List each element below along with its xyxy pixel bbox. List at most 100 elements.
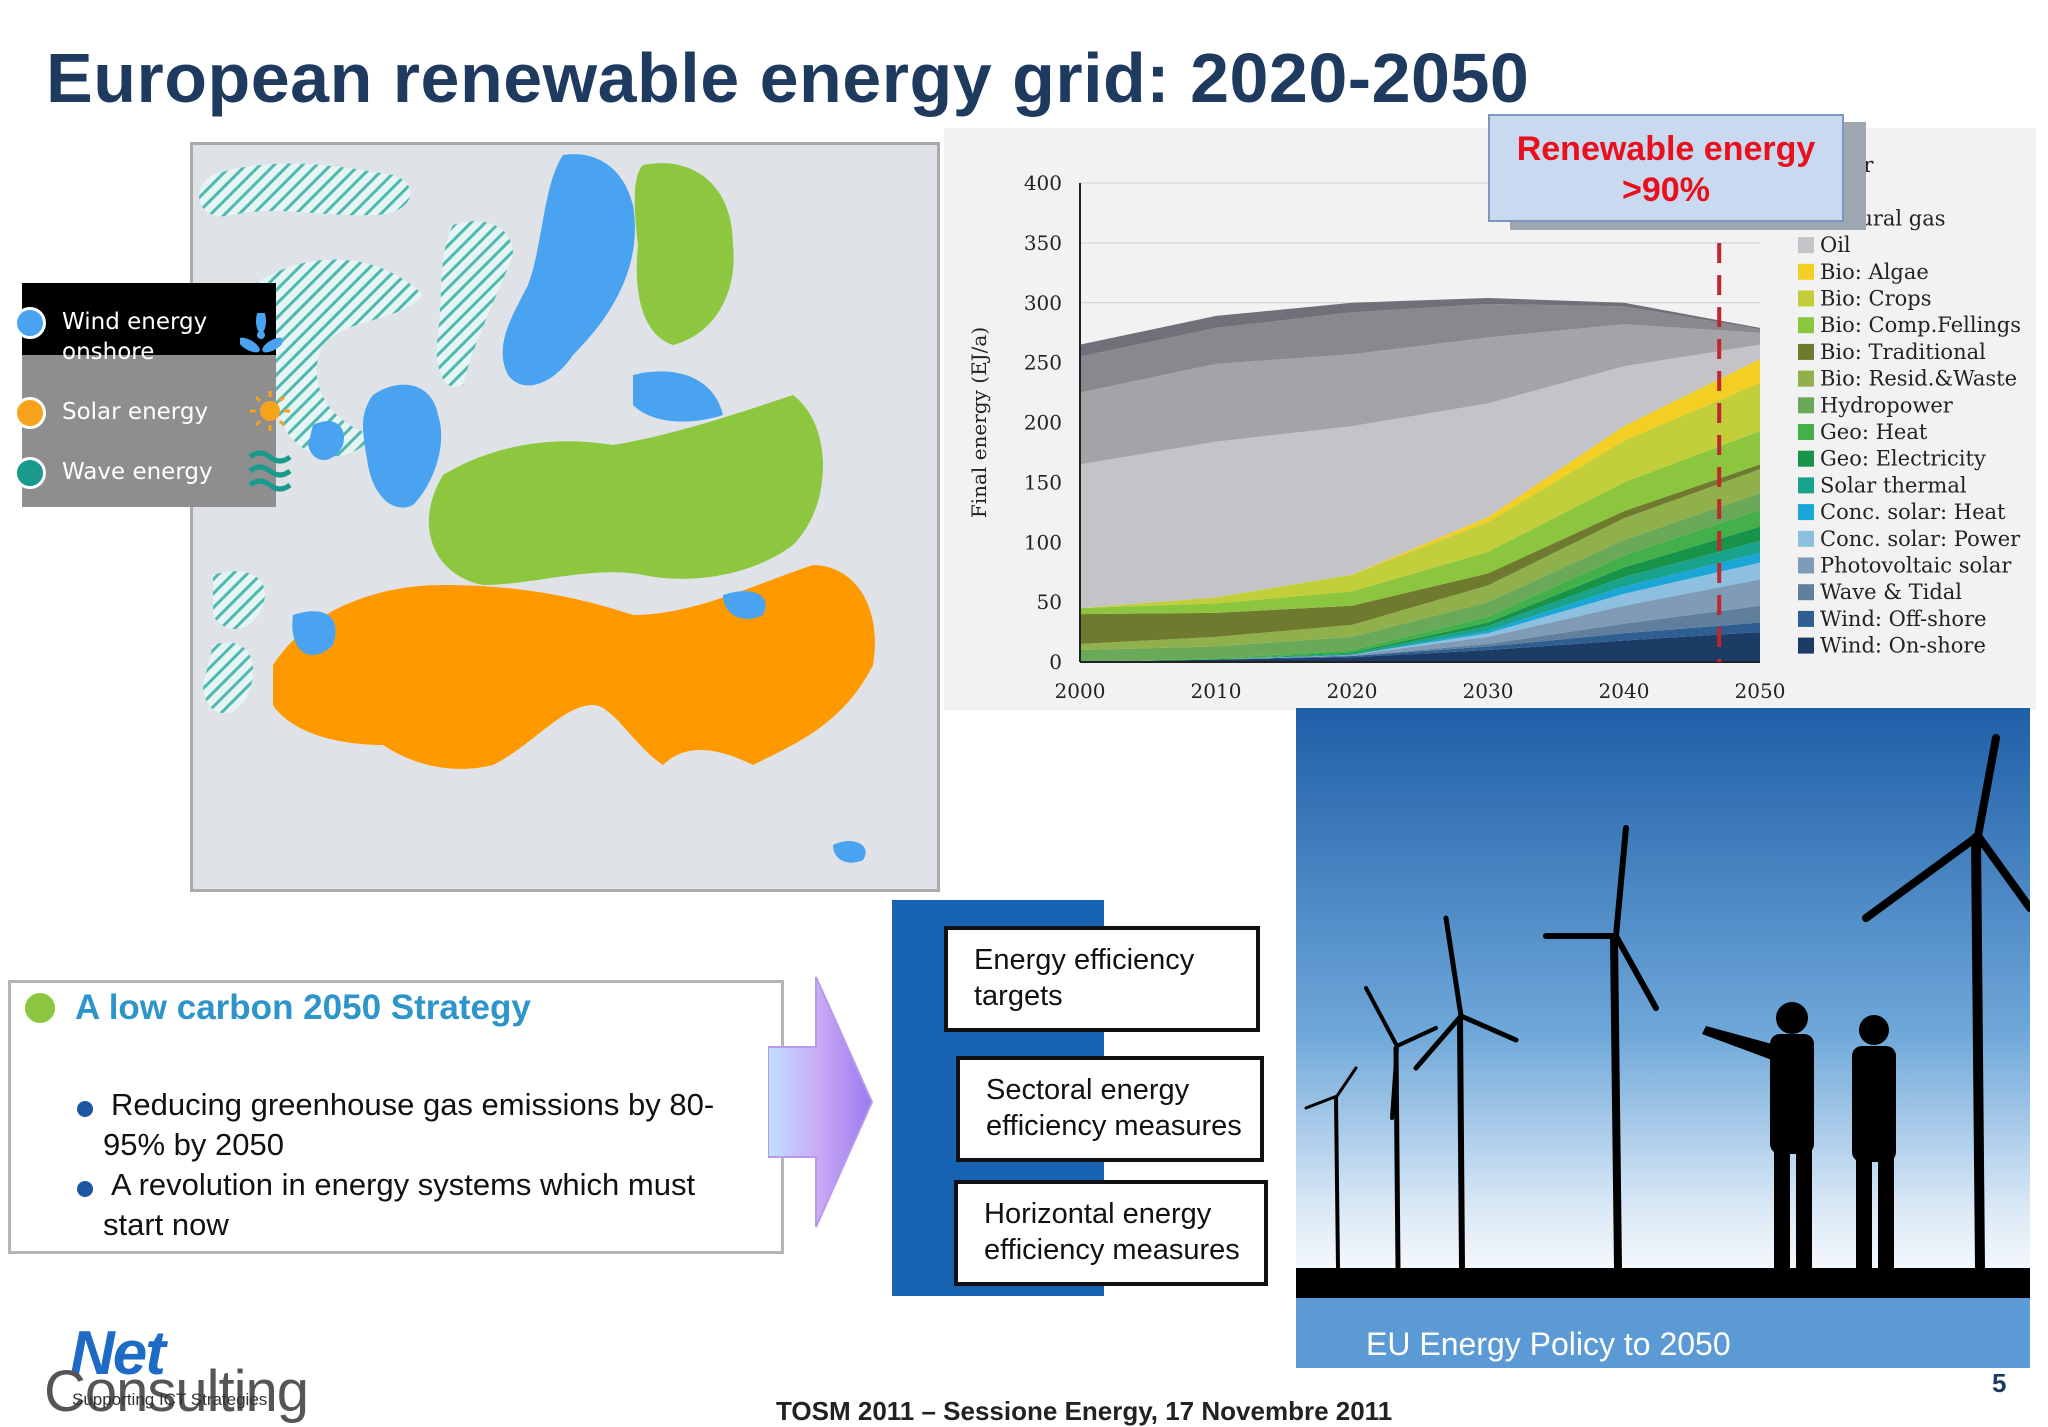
y-tick-label: 200 bbox=[1024, 411, 1062, 435]
legend-swatch bbox=[1798, 504, 1814, 521]
callout-line2: >90% bbox=[1622, 171, 1710, 209]
legend-swatch bbox=[1798, 397, 1814, 414]
y-axis-label: Final energy (EJ/a) bbox=[967, 327, 991, 518]
series-area bbox=[1080, 297, 1760, 357]
central-europe bbox=[428, 395, 823, 585]
legend-swatch bbox=[1798, 584, 1814, 601]
map-legend: Wind energy onshore Solar energy Wave ene… bbox=[14, 283, 292, 507]
x-tick-label: 2020 bbox=[1327, 679, 1378, 703]
legend-label: Bio: Algae bbox=[1820, 260, 1929, 284]
legend-solar-label: Solar energy bbox=[62, 399, 209, 425]
legend-label: Conc. solar: Heat bbox=[1820, 500, 2006, 524]
legend-swatch bbox=[1798, 317, 1814, 334]
callout-line1: Renewable energy bbox=[1516, 130, 1816, 168]
southern-europe-solar bbox=[273, 565, 875, 769]
solar-legend-dot bbox=[14, 397, 46, 429]
y-tick-label: 400 bbox=[1024, 171, 1062, 195]
legend-swatch bbox=[1798, 237, 1814, 254]
legend-label: Wind: Off-shore bbox=[1820, 607, 1987, 631]
legend-label: Geo: Electricity bbox=[1820, 447, 1986, 471]
baltic-wind bbox=[633, 371, 723, 422]
legend-wind-label: Wind energy onshore bbox=[62, 309, 208, 365]
uk-wind bbox=[363, 384, 442, 508]
bullet2-line1: A revolution in energy systems which mus… bbox=[111, 1167, 696, 1202]
y-tick-label: 150 bbox=[1024, 470, 1062, 494]
wave-area bbox=[436, 221, 513, 387]
measure-text: Energy efficiency targets bbox=[974, 944, 1195, 1012]
legend-swatch bbox=[1798, 637, 1814, 654]
europe-energy-map bbox=[190, 142, 940, 892]
legend-wave-label: Wave energy bbox=[62, 459, 213, 485]
series-area bbox=[1080, 382, 1760, 609]
measure-box: Horizontal energy efficiency measures bbox=[954, 1180, 1268, 1286]
photo-caption-bar bbox=[1296, 1298, 2030, 1368]
measure-text: Sectoral energy efficiency measures bbox=[986, 1074, 1242, 1142]
legend-swatch bbox=[1798, 424, 1814, 440]
balkan-wind bbox=[723, 591, 766, 619]
series-area bbox=[1080, 579, 1760, 662]
photo-caption: EU Energy Policy to 2050 bbox=[1366, 1326, 1731, 1362]
wind-turbine-icon bbox=[240, 313, 282, 353]
y-tick-label: 350 bbox=[1024, 231, 1062, 255]
page-number: 5 bbox=[1992, 1368, 2007, 1398]
legend-swatch bbox=[1798, 290, 1814, 307]
series-area bbox=[1080, 344, 1760, 609]
x-tick-label: 2010 bbox=[1191, 679, 1242, 703]
y-tick-label: 300 bbox=[1024, 291, 1062, 315]
legend-swatch bbox=[1798, 557, 1814, 574]
wind-farm-silhouette bbox=[1296, 708, 2030, 1300]
series-area bbox=[1080, 464, 1760, 645]
footer-text: TOSM 2011 – Sessione Energy, 17 Novembre… bbox=[776, 1396, 1393, 1426]
scandinavia-wind bbox=[502, 154, 635, 386]
energy-chart: 0 50 100 150 200 250 300 350 400 2000 2010 2020 2030… bbox=[944, 128, 2036, 710]
legend-wind-row bbox=[22, 283, 276, 355]
legend-label: Conc. solar: Power bbox=[1820, 527, 2021, 551]
strategy-title: A low carbon 2050 Strategy bbox=[75, 988, 531, 1027]
logo-tagline: Supporting ICT Strategies bbox=[72, 1390, 268, 1409]
bullet1-line1: Reducing greenhouse gas emissions by 80- bbox=[111, 1087, 715, 1122]
wave-area bbox=[203, 642, 254, 714]
map-illustration bbox=[193, 145, 937, 889]
wave-area bbox=[199, 163, 411, 217]
legend-swatch bbox=[1798, 370, 1814, 387]
legend-label: Bio: Resid.&Waste bbox=[1820, 367, 2017, 391]
legend-label: Wave & Tidal bbox=[1820, 580, 1962, 604]
x-tick-label: 2050 bbox=[1735, 679, 1786, 703]
legend-label: Bio: Traditional bbox=[1820, 340, 1986, 364]
legend-swatch bbox=[1798, 450, 1814, 467]
spain-wind bbox=[292, 611, 336, 655]
bullet2-line2: start now bbox=[103, 1207, 229, 1242]
y-tick-label: 250 bbox=[1024, 351, 1062, 375]
series-area bbox=[1080, 430, 1760, 615]
wind-farm-photo: EU Energy Policy to 2050 bbox=[1296, 708, 2030, 1368]
wind-legend-dot bbox=[14, 307, 46, 339]
x-tick-label: 2030 bbox=[1463, 679, 1514, 703]
legend-label: Wind: On-shore bbox=[1820, 634, 1986, 658]
y-tick-label: 50 bbox=[1037, 590, 1062, 614]
series-area bbox=[1080, 303, 1760, 393]
y-tick-label: 100 bbox=[1024, 530, 1062, 554]
strategy-box: A low carbon 2050 Strategy Reducing gree… bbox=[8, 980, 784, 1254]
measure-text: Horizontal energy efficiency measures bbox=[984, 1198, 1240, 1266]
legend-label: Hydropower bbox=[1820, 393, 1954, 417]
wave-legend-dot bbox=[14, 457, 46, 489]
renewable-callout: Renewable energy >90% bbox=[1488, 114, 1844, 222]
legend-label: Geo: Heat bbox=[1820, 420, 1928, 444]
wave-icon bbox=[248, 450, 292, 492]
stacked-area-chart: 0 50 100 150 200 250 300 350 400 2000 2010 2020 2030… bbox=[967, 153, 2021, 703]
measure-box: Sectoral energy efficiency measures bbox=[956, 1056, 1264, 1162]
bullet-dot bbox=[77, 1181, 93, 1197]
legend-swatch bbox=[1798, 343, 1814, 360]
legend-swatch bbox=[1798, 530, 1814, 547]
wave-area bbox=[213, 571, 265, 629]
legend-swatch bbox=[1798, 477, 1814, 494]
crete-wind bbox=[833, 840, 866, 863]
legend-label: Photovoltaic solar bbox=[1820, 554, 2012, 578]
legend-label: Bio: Comp.Fellings bbox=[1820, 313, 2021, 337]
ireland-wind bbox=[308, 421, 344, 460]
series-area bbox=[1080, 469, 1760, 651]
measure-box: Energy efficiency targets bbox=[944, 926, 1260, 1032]
wave-area bbox=[246, 259, 423, 457]
x-tick-label: 2000 bbox=[1055, 679, 1106, 703]
legend-label: Bio: Crops bbox=[1820, 287, 1932, 311]
